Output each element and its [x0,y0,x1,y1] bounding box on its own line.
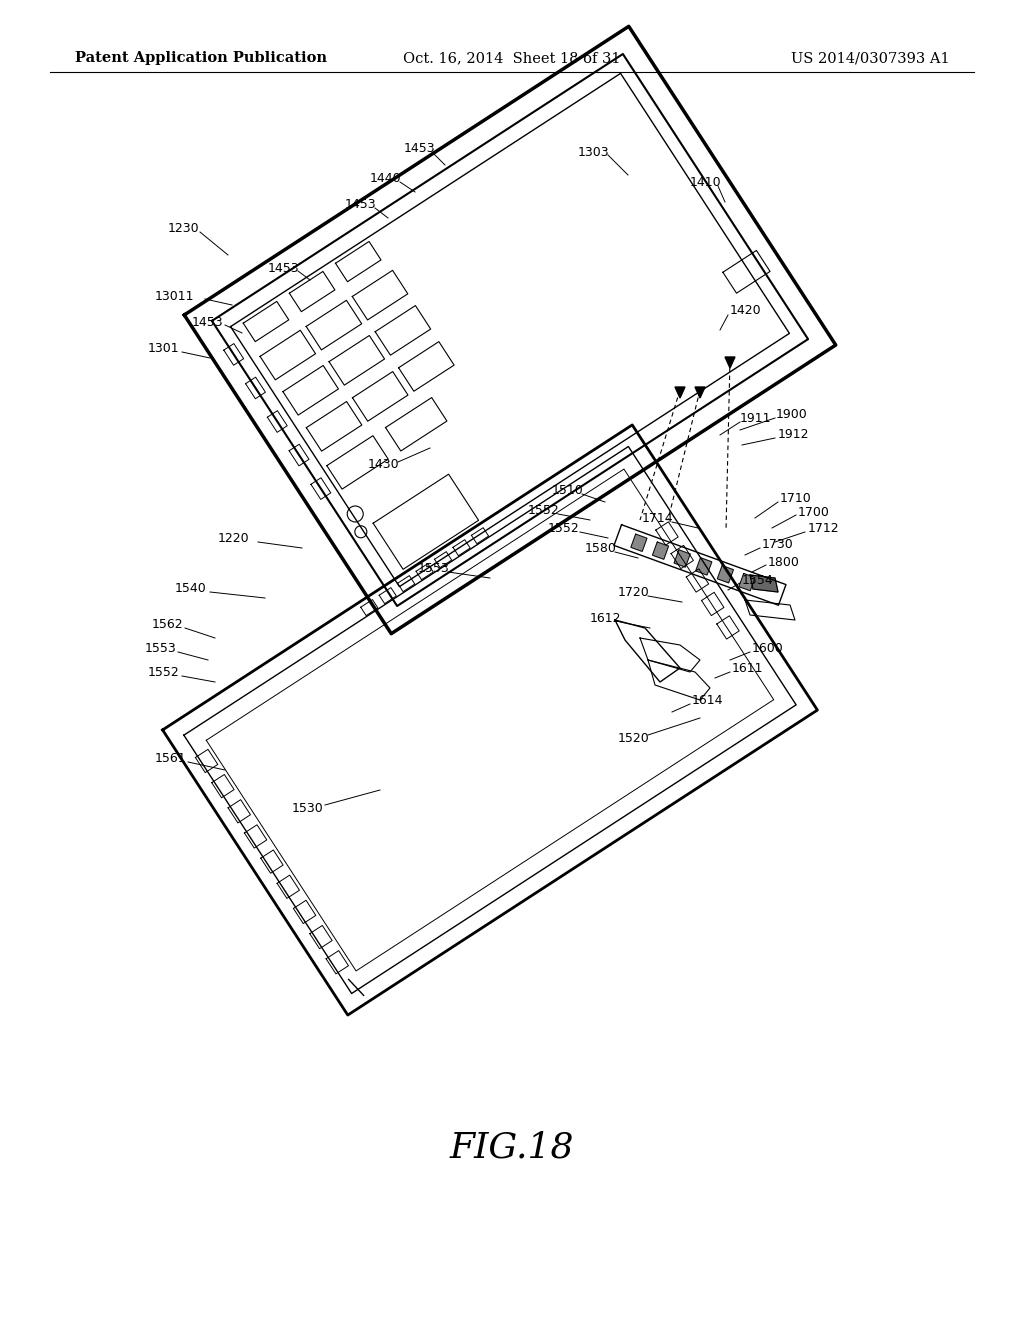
Text: 1453: 1453 [345,198,377,211]
Text: 1440: 1440 [370,172,401,185]
Text: 1561: 1561 [155,751,186,764]
Text: 1301: 1301 [148,342,179,355]
Text: 1430: 1430 [368,458,399,471]
Text: 1911: 1911 [740,412,771,425]
Polygon shape [652,543,669,560]
Text: 1453: 1453 [268,261,300,275]
Polygon shape [631,535,647,552]
Text: 1720: 1720 [618,586,650,598]
Text: 1611: 1611 [732,661,764,675]
Text: Oct. 16, 2014  Sheet 18 of 31: Oct. 16, 2014 Sheet 18 of 31 [403,51,621,65]
Text: 1554: 1554 [742,573,774,586]
Text: FIG.18: FIG.18 [450,1131,574,1166]
Text: 1614: 1614 [692,693,724,706]
Text: 1420: 1420 [730,304,762,317]
Text: 1553: 1553 [418,561,450,574]
Text: US 2014/0307393 A1: US 2014/0307393 A1 [792,51,950,65]
Text: 1580: 1580 [585,541,616,554]
Text: 1800: 1800 [768,556,800,569]
Polygon shape [718,565,733,583]
Text: 1612: 1612 [590,611,622,624]
Text: 1230: 1230 [168,222,200,235]
Text: 1562: 1562 [152,619,183,631]
Polygon shape [695,558,712,576]
Text: 1730: 1730 [762,539,794,552]
Text: 1714: 1714 [642,511,674,524]
Polygon shape [675,387,685,399]
Text: 1710: 1710 [780,491,812,504]
Text: 1540: 1540 [175,582,207,594]
Text: 1220: 1220 [218,532,250,544]
Polygon shape [750,576,778,591]
Text: 1600: 1600 [752,642,783,655]
Text: 1552: 1552 [548,521,580,535]
Text: 1912: 1912 [778,429,810,441]
Text: 1700: 1700 [798,506,829,519]
Text: Patent Application Publication: Patent Application Publication [75,51,327,65]
Text: 1712: 1712 [808,521,840,535]
Text: 1552: 1552 [528,503,560,516]
Polygon shape [695,387,705,399]
Text: 1303: 1303 [578,145,609,158]
Text: 1900: 1900 [776,408,808,421]
Polygon shape [674,550,690,568]
Text: 1520: 1520 [618,731,650,744]
Text: 1553: 1553 [145,642,177,655]
Text: 13011: 13011 [155,289,195,302]
Text: 1453: 1453 [193,315,223,329]
Text: 1552: 1552 [148,665,180,678]
Polygon shape [739,573,755,591]
Text: 1453: 1453 [404,141,435,154]
Text: 1410: 1410 [690,176,722,189]
Polygon shape [725,356,735,368]
Text: 1530: 1530 [292,801,324,814]
Text: 1510: 1510 [552,483,584,496]
